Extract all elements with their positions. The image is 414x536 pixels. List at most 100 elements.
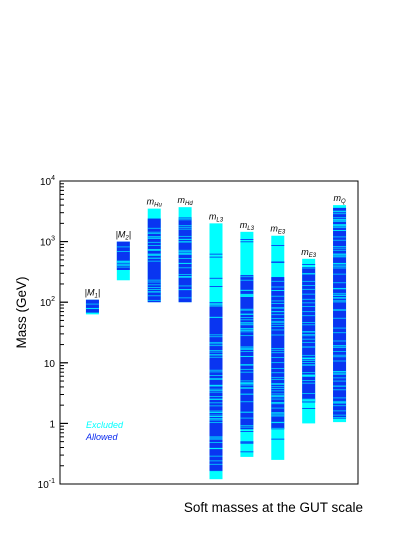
- bar-allowed: [302, 264, 316, 409]
- bar-gap-stripe: [333, 356, 347, 358]
- bar-gap-stripe: [178, 263, 192, 264]
- bar-gap-stripe: [147, 249, 161, 251]
- bar-gap-stripe: [333, 267, 347, 269]
- bar-gap-stripe: [333, 225, 347, 227]
- bar-gap-stripe: [178, 249, 192, 251]
- bar-gap-stripe: [178, 276, 192, 277]
- bar-allowed: [271, 245, 285, 440]
- bar-gap-stripe: [333, 246, 347, 247]
- bar-gap-stripe: [271, 329, 285, 331]
- bar-gap-stripe: [333, 249, 347, 251]
- bar-gap-stripe: [240, 425, 254, 427]
- bar-gap-stripe: [240, 380, 254, 382]
- bar-gap-stripe: [240, 368, 254, 370]
- bar-gap-stripe: [271, 398, 285, 400]
- bar-gap-stripe: [116, 264, 130, 265]
- bar-allowed: [209, 253, 223, 472]
- bar-gap-stripe: [302, 288, 316, 290]
- bar-gap-stripe: [116, 262, 130, 264]
- bar-gap-stripe: [333, 213, 347, 215]
- bar-allowed-core: [271, 277, 285, 430]
- bar-gap-stripe: [147, 257, 161, 259]
- bar-gap-stripe: [240, 316, 254, 318]
- bar-allowed-stripe: [302, 264, 316, 265]
- bar-labels: |M1| |M2| mHu mHd mL3 mL3 mE3 mE3 mQ: [85, 193, 346, 300]
- bar-gap-stripe: [271, 357, 285, 358]
- bar-gap-stripe: [209, 463, 223, 465]
- y-tick-label: 1: [49, 419, 55, 430]
- bar-allowed: [333, 207, 347, 419]
- bar-allowed-core: [147, 218, 161, 303]
- bar-gap-stripe: [302, 364, 316, 366]
- bar-gap-stripe: [271, 286, 285, 288]
- bar-gap-stripe: [240, 296, 254, 297]
- bar-gap-stripe: [333, 389, 347, 391]
- bar-gap-stripe: [209, 378, 223, 380]
- bar-gap-stripe: [209, 398, 223, 400]
- legend-entry: Excluded: [86, 420, 124, 430]
- bar-gap-stripe: [333, 345, 347, 347]
- bar-gap-stripe: [333, 239, 347, 241]
- bar-gap-stripe: [147, 237, 161, 239]
- bar-gap-stripe: [209, 422, 223, 424]
- bar-gap-stripe: [333, 253, 347, 255]
- bar-gap-stripe: [240, 309, 254, 311]
- bar-gap-stripe: [333, 317, 347, 319]
- bar-gap-stripe: [240, 329, 254, 331]
- bar-gap-stripe: [302, 324, 316, 326]
- bar-gap-stripe: [302, 392, 316, 394]
- bar-gap-stripe: [147, 255, 161, 256]
- bar-gap-stripe: [302, 331, 316, 332]
- bar-gap-stripe: [271, 412, 285, 413]
- bar-gap-stripe: [333, 227, 347, 229]
- bar-gap-stripe: [333, 300, 347, 302]
- bar-gap-stripe: [209, 442, 223, 443]
- bar-gap-stripe: [240, 346, 254, 348]
- bar-gap-stripe: [209, 436, 223, 438]
- bar-gap-stripe: [209, 416, 223, 417]
- bar-gap-stripe: [178, 285, 192, 287]
- bar-gap-stripe: [240, 387, 254, 389]
- bar-gap-stripe: [240, 314, 254, 315]
- bar-gap-stripe: [209, 334, 223, 336]
- bar-gap-stripe: [116, 265, 130, 266]
- bar-gap-stripe: [271, 378, 285, 380]
- bar-gap-stripe: [333, 221, 347, 222]
- bar-allowed-stripe: [209, 253, 223, 255]
- bar-gap-stripe: [116, 261, 130, 263]
- bar-gap-stripe: [240, 308, 254, 310]
- bar-gap-stripe: [209, 455, 223, 457]
- bar-gap-stripe: [209, 305, 223, 307]
- bar-allowed-stripe: [240, 239, 254, 240]
- bar-gap-stripe: [333, 295, 347, 296]
- bar-gap-stripe: [178, 219, 192, 221]
- bar-gap-stripe: [147, 284, 161, 286]
- bar-gap-stripe: [333, 211, 347, 213]
- bar-gap-stripe: [333, 282, 347, 284]
- bar-gap-stripe: [333, 347, 347, 348]
- bar-gap-stripe: [209, 419, 223, 421]
- bar-gap-stripe: [302, 272, 316, 274]
- bar-allowed-core: [209, 302, 223, 472]
- bar-gap-stripe: [271, 386, 285, 388]
- bar-gap-stripe: [240, 323, 254, 325]
- bar-gap-stripe: [147, 236, 161, 237]
- bar-gap-stripe: [147, 238, 161, 239]
- bar-gap-stripe: [333, 402, 347, 403]
- bar-gap-stripe: [147, 289, 161, 290]
- bar-allowed-core: [85, 299, 99, 313]
- bar-gap-stripe: [209, 303, 223, 304]
- bar-gap-stripe: [302, 334, 316, 335]
- bar-gap-stripe: [302, 354, 316, 356]
- bar-gap-stripe: [333, 371, 347, 373]
- bars-layer: [85, 205, 347, 480]
- bar-gap-stripe: [333, 219, 347, 220]
- bar-gap-stripe: [240, 319, 254, 321]
- bar-gap-stripe: [302, 285, 316, 286]
- bar-gap-stripe: [178, 273, 192, 275]
- bar-gap-stripe: [209, 399, 223, 400]
- bar-gap-stripe: [147, 233, 161, 234]
- bar-gap-stripe: [240, 347, 254, 349]
- bar-gap-stripe: [333, 247, 347, 249]
- bar-gap-stripe: [209, 356, 223, 358]
